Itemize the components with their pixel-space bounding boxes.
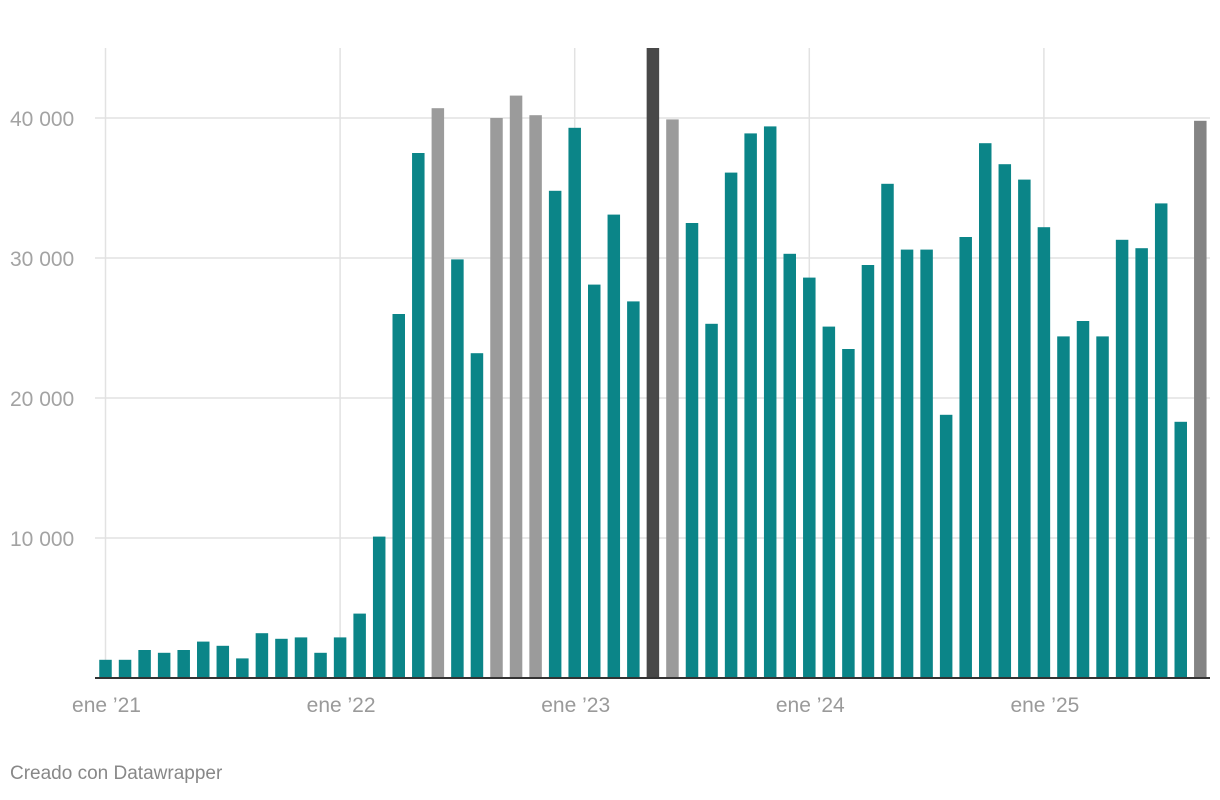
bar-2023-06 bbox=[666, 119, 679, 678]
x-tick-label: ene ’22 bbox=[307, 694, 376, 717]
y-tick-label: 20 000 bbox=[10, 388, 74, 411]
y-tick-label: 10 000 bbox=[10, 528, 74, 551]
bar-2021-06 bbox=[197, 641, 210, 678]
bar-2021-08 bbox=[236, 658, 249, 678]
bar-2022-12 bbox=[548, 190, 562, 679]
bar-2025-02 bbox=[1057, 336, 1070, 678]
bar-2024-06 bbox=[900, 249, 914, 678]
bar-2025-06 bbox=[1135, 248, 1148, 678]
bar-2025-05 bbox=[1115, 239, 1129, 679]
bar-2021-01 bbox=[99, 659, 112, 678]
x-tick-label: ene ’21 bbox=[72, 694, 141, 717]
bar-2024-10 bbox=[979, 143, 992, 678]
bar-2022-01 bbox=[333, 637, 347, 678]
y-tick-label: 40 000 bbox=[10, 108, 74, 131]
bar-2025-08 bbox=[1174, 421, 1187, 678]
bar-2024-08 bbox=[939, 414, 953, 678]
bar-2025-04 bbox=[1096, 336, 1109, 678]
bar-2024-09 bbox=[959, 237, 972, 678]
bar-2023-03 bbox=[607, 214, 621, 678]
bar-2021-10 bbox=[275, 638, 288, 678]
bar-2023-12 bbox=[783, 253, 796, 679]
bar-2022-08 bbox=[470, 353, 484, 678]
bar-2024-04 bbox=[861, 265, 875, 678]
bar-2023-02 bbox=[588, 284, 601, 678]
bar-2021-04 bbox=[157, 652, 171, 678]
bar-2025-07 bbox=[1154, 203, 1168, 678]
bar-2022-11 bbox=[529, 115, 542, 678]
bar-2022-10 bbox=[509, 95, 523, 679]
x-tick-label: ene ’25 bbox=[1010, 694, 1079, 717]
y-tick-label: 30 000 bbox=[10, 248, 74, 271]
bar-2021-03 bbox=[138, 650, 151, 678]
bar-2023-05 bbox=[646, 48, 660, 678]
bar-2025-03 bbox=[1076, 321, 1090, 678]
bar-2022-06 bbox=[431, 108, 445, 678]
x-tick-label: ene ’24 bbox=[776, 694, 845, 717]
bar-2022-05 bbox=[412, 153, 425, 678]
bar-2024-11 bbox=[998, 164, 1012, 678]
bar-2021-05 bbox=[177, 650, 190, 678]
bar-2023-07 bbox=[685, 223, 699, 678]
bar-2022-03 bbox=[372, 536, 386, 678]
bar-2021-12 bbox=[314, 652, 327, 678]
bar-2023-01 bbox=[568, 127, 581, 679]
bar-2021-07 bbox=[216, 645, 230, 678]
bar-2023-09 bbox=[724, 172, 738, 678]
bar-2022-02 bbox=[353, 613, 366, 678]
y-axis: 10 000 20 000 30 000 40 000 bbox=[10, 108, 74, 551]
bars bbox=[99, 48, 1207, 679]
bar-2022-04 bbox=[392, 314, 405, 678]
bar-2024-12 bbox=[1018, 179, 1031, 678]
bar-2024-07 bbox=[920, 249, 933, 678]
bar-2023-04 bbox=[627, 301, 640, 678]
bar-2024-01 bbox=[803, 277, 816, 678]
bar-2023-10 bbox=[744, 133, 757, 678]
credit-text: Creado con Datawrapper bbox=[10, 763, 223, 784]
bar-2022-07 bbox=[451, 259, 464, 678]
x-axis: ene ’21 ene ’22 ene ’23 ene ’24 ene ’25 bbox=[72, 677, 1210, 717]
bar-2022-09 bbox=[490, 118, 503, 678]
bar-2021-11 bbox=[294, 637, 308, 678]
bar-2021-09 bbox=[255, 633, 269, 678]
bar-2023-11 bbox=[763, 126, 777, 678]
bar-2025-09 bbox=[1194, 120, 1207, 679]
bar-2024-05 bbox=[881, 183, 894, 679]
x-tick-label: ene ’23 bbox=[541, 694, 610, 717]
bar-2024-03 bbox=[842, 349, 855, 678]
bar-2021-02 bbox=[118, 659, 132, 678]
bar-2023-08 bbox=[705, 323, 718, 678]
bar-2025-01 bbox=[1037, 227, 1051, 678]
bar-2024-02 bbox=[822, 326, 836, 678]
